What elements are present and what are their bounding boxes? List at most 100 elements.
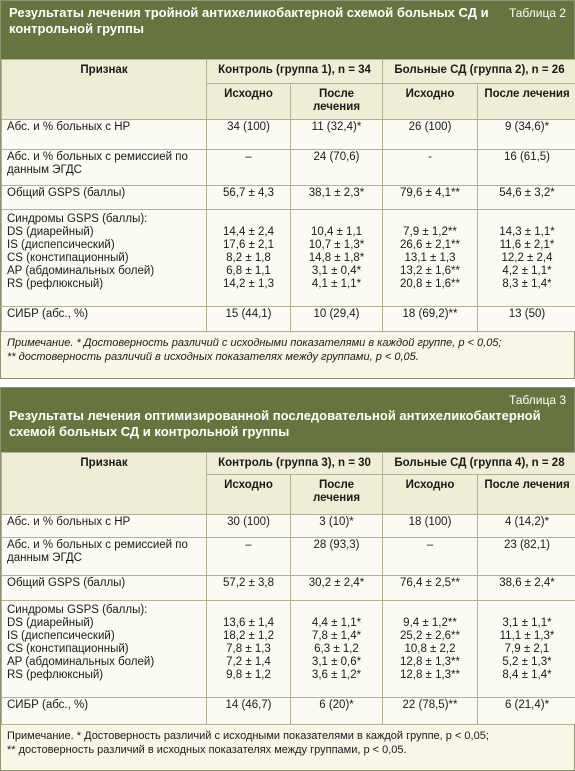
note-line: ** достоверность различий в исходных пок…: [7, 743, 568, 757]
value: 7,9 ± 2,1: [483, 643, 571, 656]
value-cell: 3 (10)*: [291, 515, 383, 538]
data-row: Абс. и % больных с ремиссией по данным Э…: [2, 150, 575, 186]
value-cell: 56,7 ± 4,3: [207, 186, 291, 210]
value: 10,7 ± 1,3*: [296, 239, 377, 252]
value: 12,8 ± 1,3**: [388, 669, 472, 682]
value: 25,2 ± 2,6**: [388, 630, 472, 643]
row-label: Синдромы GSPS (баллы):DS (диарейный)IS (…: [2, 601, 207, 698]
value: 26,6 ± 2,1**: [388, 239, 472, 252]
data-row: СИБР (абс., %)15 (44,1)10 (29,4)18 (69,2…: [2, 307, 575, 332]
spacer: [388, 213, 472, 226]
value-cell: 54,6 ± 3,2*: [478, 186, 575, 210]
value: 3,1 ± 0,6*: [296, 656, 377, 669]
value: 3,6 ± 1,2*: [296, 669, 377, 682]
sub-label: AP (абдоминальных болей): [7, 656, 201, 669]
row-label: Общий GSPS (баллы): [2, 576, 207, 601]
value: 14,3 ± 1,1*: [483, 226, 571, 239]
spacer: [296, 213, 377, 226]
value: 5,2 ± 1,3*: [483, 656, 571, 669]
value-cell: 16 (61,5): [478, 150, 575, 186]
value-cell: -: [383, 150, 478, 186]
data-row: СИБР (абс., %)14 (46,7)6 (20)*22 (78,5)*…: [2, 698, 575, 725]
value-cell: 30,2 ± 2,4*: [291, 576, 383, 601]
header-cell: Исходно: [207, 84, 291, 120]
value: 13,1 ± 1,3: [388, 252, 472, 265]
header-cell: Признак: [2, 453, 207, 515]
header-cell: Больные СД (группа 4), n = 28: [383, 453, 575, 475]
value: 11,6 ± 2,1*: [483, 239, 571, 252]
value-cell: 38,1 ± 2,3*: [291, 186, 383, 210]
note-line: Примечание. * Достоверность различий с и…: [7, 729, 568, 743]
value: 8,4 ± 1,4*: [483, 669, 571, 682]
value-cell: 23 (82,1): [478, 538, 575, 576]
value: 18,2 ± 1,2: [212, 630, 285, 643]
value-cell: 34 (100): [207, 120, 291, 150]
value-cell: 10 (29,4): [291, 307, 383, 332]
data-row: Синдромы GSPS (баллы):DS (диарейный)IS (…: [2, 210, 575, 307]
row-label: СИБР (абс., %): [2, 307, 207, 332]
sub-label: AP (абдоминальных болей): [7, 265, 201, 278]
table-label: Таблица 2: [509, 5, 566, 21]
sub-label: RS (рефлюксный): [7, 278, 201, 291]
sub-label: DS (диарейный): [7, 226, 201, 239]
value: 6,3 ± 1,2: [296, 643, 377, 656]
value: 12,2 ± 2,4: [483, 252, 571, 265]
value: 9,4 ± 1,2**: [388, 617, 472, 630]
header-cell: Признак: [2, 60, 207, 120]
value-cell: –: [207, 538, 291, 576]
note: Примечание. * Достоверность различий с и…: [1, 725, 574, 770]
value: 7,2 ± 1,4: [212, 656, 285, 669]
value: 4,1 ± 1,1*: [296, 278, 377, 291]
table-label: Таблица 3: [9, 392, 566, 408]
header-cell: Контроль (группа 3), n = 30: [207, 453, 383, 475]
value: 8,3 ± 1,4*: [483, 278, 571, 291]
header-cell: Исходно: [383, 475, 478, 515]
sub-label: CS (констипационный): [7, 252, 201, 265]
row-label: Абс. и % больных с ремиссией по данным Э…: [2, 150, 207, 186]
spacer: [483, 604, 571, 617]
sub-label: IS (диспепсический): [7, 239, 201, 252]
value: 13,6 ± 1,4: [212, 617, 285, 630]
spacer: [296, 604, 377, 617]
value-cell: 15 (44,1): [207, 307, 291, 332]
value-cell: 22 (78,5)**: [383, 698, 478, 725]
value: 4,2 ± 1,1*: [483, 265, 571, 278]
row-label: Синдромы GSPS (баллы):DS (диарейный)IS (…: [2, 210, 207, 307]
value-cell: 26 (100): [383, 120, 478, 150]
sub-label: DS (диарейный): [7, 617, 201, 630]
value: 14,2 ± 1,3: [212, 278, 285, 291]
table-title: Результаты лечения оптимизированной посл…: [9, 408, 541, 439]
value: 11,1 ± 1,3*: [483, 630, 571, 643]
note-line: Примечание. * Достоверность различий с и…: [7, 336, 568, 350]
note-line: ** достоверность различий в исходных пок…: [7, 350, 568, 364]
value: 3,1 ± 0,4*: [296, 265, 377, 278]
value-cell: 6 (21,4)*: [478, 698, 575, 725]
row-label: Абс. и % больных с HP: [2, 515, 207, 538]
value: 7,8 ± 1,4*: [296, 630, 377, 643]
value: 3,1 ± 1,1*: [483, 617, 571, 630]
header-cell: После лечения: [291, 84, 383, 120]
row-label: Абс. и % больных с ремиссией по данным Э…: [2, 538, 207, 576]
group-heading: Синдромы GSPS (баллы):: [7, 604, 201, 617]
value: 20,8 ± 1,6**: [388, 278, 472, 291]
header-cell: После лечения: [478, 475, 575, 515]
note: Примечание. * Достоверность различий с и…: [1, 332, 574, 378]
value-cell: 13 (50): [478, 307, 575, 332]
header-cell: После лечения: [291, 475, 383, 515]
header-cell: После лечения: [478, 84, 575, 120]
